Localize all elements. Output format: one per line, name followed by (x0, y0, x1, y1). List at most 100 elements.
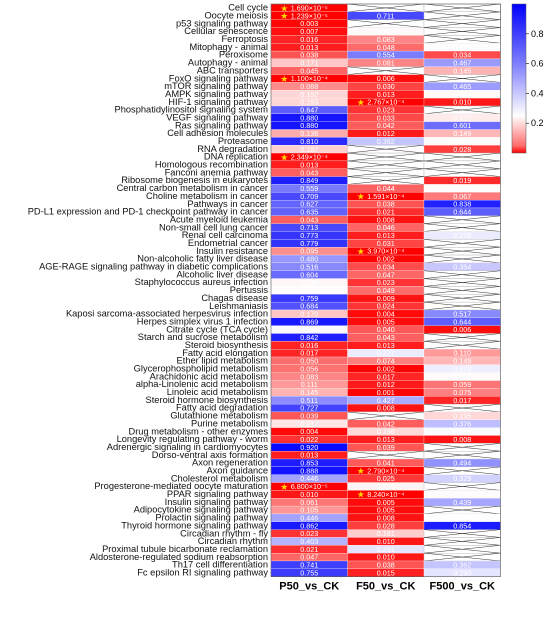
row-label: Circadian rhythm (198, 536, 269, 546)
cell-value-label: 0.511 (301, 396, 318, 405)
cell-value-label: 0.005 (377, 506, 395, 515)
cell-value-label: 2.790×10⁻⁴ (367, 466, 404, 475)
empty-cell-cross (423, 3, 501, 13)
column-labels: P50_vs_CK F50_vs_CK F500_vs_CK (279, 581, 495, 593)
cell-value-label: 0.291 (377, 545, 395, 554)
colorbar-tick-label: 0.8 (531, 29, 544, 39)
cell-value-label: 0.516 (300, 262, 318, 271)
colorbar-legend: 0.2 0.4 0.6 0.8 (511, 3, 544, 154)
row-label: Cell cycle (228, 3, 268, 13)
cell-value-label: 1.239×10⁻⁵ (291, 11, 328, 20)
cell-value-label: 0.031 (377, 239, 395, 248)
empty-cell-cross (347, 66, 425, 75)
significance-star-icon: ★ (357, 247, 365, 257)
cell-value-label: 0.083 (377, 35, 395, 44)
cell-value-label: 0.376 (453, 419, 471, 428)
cell-value-label: 2.767×10⁻⁴ (367, 98, 404, 107)
empty-cell-cross (423, 215, 501, 224)
cell-value-label: 0.023 (377, 106, 395, 115)
cell-value-label: 0.253 (453, 43, 471, 52)
cell-value-label: 0.017 (453, 396, 471, 405)
row-label: Staphylococcus aureus infection (135, 277, 268, 287)
row-label: RNA degradation (197, 144, 268, 154)
row-label: Non-alcoholic fatty liver disease (137, 254, 268, 264)
empty-cell-cross (423, 466, 501, 475)
row-label: Thyroid hormone signaling pathway (121, 520, 268, 530)
empty-cell-cross (423, 286, 501, 295)
cell-value-label: 0.888 (300, 466, 318, 475)
row-label: Phosphatidylinositol signaling system (115, 105, 269, 115)
cell-value-label: 0.145 (453, 66, 471, 75)
cell-value-label: 0.044 (377, 184, 395, 193)
cell-value-label: 0.007 (300, 27, 318, 36)
empty-cell-cross (423, 545, 501, 554)
row-label: ABC transporters (197, 65, 269, 75)
empty-cell-cross (347, 144, 425, 154)
cell-value-label: 0.028 (377, 521, 395, 530)
cell-value-label: 0.034 (377, 262, 395, 271)
empty-cell-cross (423, 529, 501, 538)
cell-value-label: 0.170 (300, 310, 318, 319)
cell-value-label: 0.004 (300, 427, 318, 436)
significance-star-icon: ★ (280, 3, 288, 13)
significance-star-icon: ★ (357, 490, 365, 500)
cell-value-label: 0.193 (300, 98, 318, 107)
cell-value-label: 0.244 (453, 137, 471, 146)
cell-value-label: 0.256 (300, 325, 318, 334)
row-label: Proximal tubule bicarbonate reclamation (102, 544, 268, 554)
cell-value-label: 0.021 (300, 545, 318, 554)
row-label: Steroid hormone biosynthesis (146, 395, 269, 405)
cell-value-label: 0.043 (300, 168, 318, 177)
cell-value-label: 0.110 (454, 349, 471, 358)
row-label: Insulin signaling pathway (165, 497, 269, 507)
cell-value-label: 0.081 (377, 58, 395, 67)
row-label: Central carbon metabolism in cancer (117, 183, 268, 193)
row-label: Axon guidance (206, 466, 268, 476)
cell-value-label: 0.039 (377, 443, 395, 452)
cell-value-label: 0.136 (300, 129, 318, 138)
row-label: Homologous recombination (155, 160, 268, 170)
row-label: Adrenergic signaling in cardiomyocytes (107, 442, 269, 452)
cell-value-label: 0.244 (453, 490, 471, 499)
cell-value-label: 0.711 (377, 11, 394, 20)
cell-value-label: 0.684 (300, 302, 318, 311)
cell-value-label: 0.033 (377, 113, 395, 122)
cell-value-label: 0.023 (300, 529, 318, 538)
cell-value-label: 0.246 (453, 184, 471, 193)
row-label: Ether lipid metabolism (177, 356, 269, 366)
cell-value-label: 0.149 (453, 129, 471, 138)
cell-value-label: 0.244 (453, 90, 471, 99)
cell-value-label: 0.517 (453, 310, 471, 319)
cell-value-label: 0.604 (300, 270, 318, 279)
empty-cell-cross (347, 19, 425, 28)
empty-cell-cross (423, 270, 501, 279)
cell-value-label: 0.083 (300, 372, 318, 381)
row-label: PPAR signaling pathway (167, 489, 268, 499)
cell-value-label: 0.013 (377, 90, 395, 99)
row-label: Glutathione metabolism (170, 411, 268, 421)
row-label: mTOR signaling pathway (164, 81, 268, 91)
empty-cell-cross (423, 11, 501, 20)
cell-value-label: 0.008 (377, 513, 395, 522)
row-label: Mitophagy - animal (189, 42, 268, 52)
cell-value-label: 1.591×10⁻⁴ (367, 192, 404, 201)
cell-value-label: 0.075 (453, 388, 471, 397)
empty-cell-cross (347, 160, 425, 169)
cell-value-label: 0.002 (377, 364, 395, 373)
empty-cell-cross (423, 239, 501, 248)
row-label: Cellular senescence (184, 26, 268, 36)
cell-value-label: 0.277 (377, 349, 395, 358)
cell-value-label: 0.644 (453, 208, 471, 217)
row-label: Endometrial cancer (188, 238, 268, 248)
empty-cell-cross (423, 254, 501, 264)
cell-value-label: 8.240×10⁻⁴ (367, 490, 404, 499)
cell-value-label: 0.047 (377, 270, 395, 279)
cell-value-label: 0.034 (453, 51, 471, 60)
row-label: Circadian rhythm - fly (180, 528, 268, 538)
row-label: PD-L1 expression and PD-1 checkpoint pat… (28, 207, 268, 217)
empty-cell-cross (423, 403, 501, 413)
empty-cell-cross (423, 450, 501, 460)
cell-value-label: 0.040 (377, 325, 395, 334)
cell-value-label: 0.059 (453, 380, 471, 389)
row-label: Drug metabolism - other enzymes (128, 426, 268, 436)
